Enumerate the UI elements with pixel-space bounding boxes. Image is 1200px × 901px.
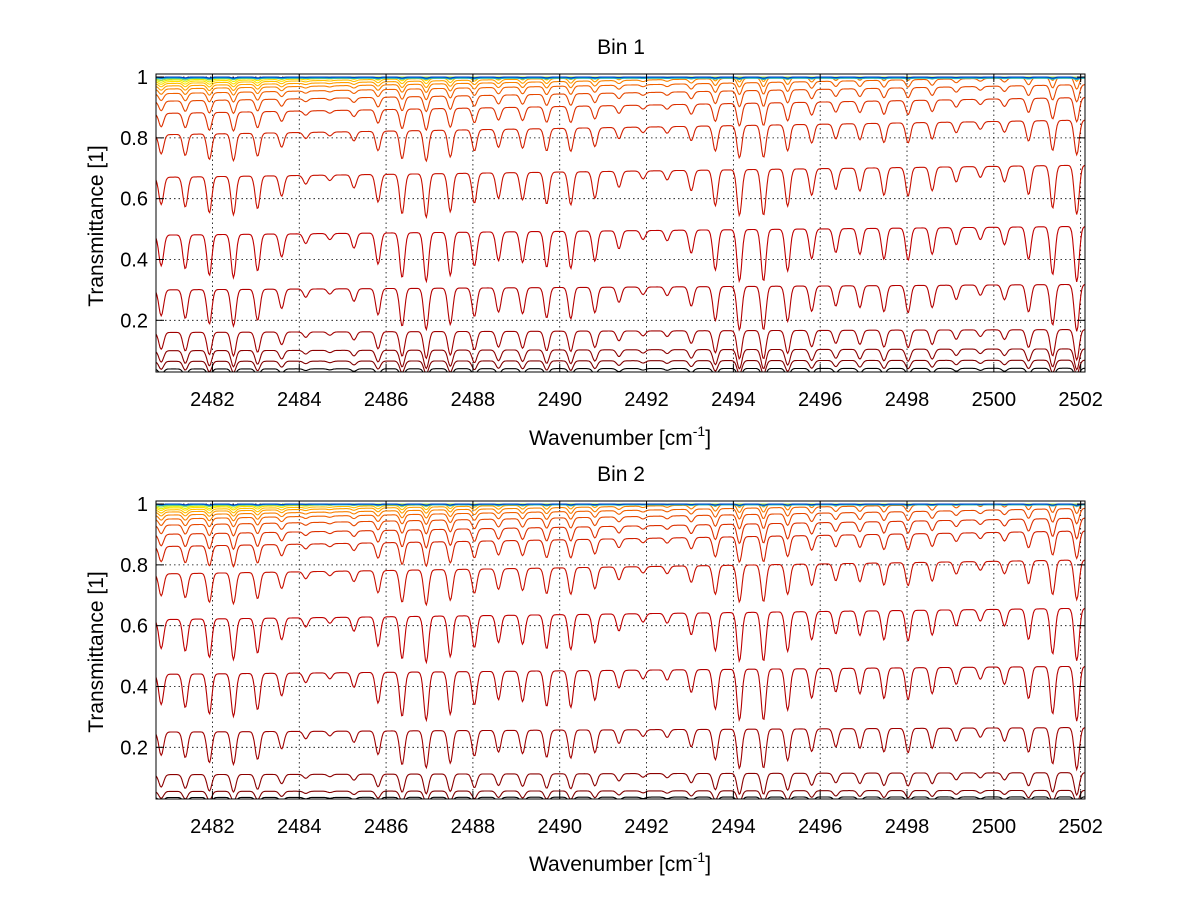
axes-frame [155, 500, 1086, 800]
axes-frame [155, 73, 1086, 373]
x-tick-label: 2496 [798, 389, 843, 411]
x-tick-label: 2496 [798, 816, 843, 838]
series-line-2 [156, 359, 1085, 372]
x-tick-label: 2492 [624, 389, 669, 411]
x-axis-label: Wavenumber [cm-1] [529, 423, 711, 450]
series-line-9 [156, 96, 1085, 133]
y-tick-label: 0.6 [120, 616, 148, 638]
x-tick-label: 2494 [711, 816, 756, 838]
series-line-8 [156, 530, 1085, 568]
x-tick-label: 2482 [190, 389, 235, 411]
series-line-10 [156, 84, 1085, 115]
series-line-19 [156, 77, 1085, 80]
y-tick-label: 1 [137, 67, 148, 89]
x-tick-label: 2488 [451, 389, 496, 411]
y-tick-label: 0.6 [120, 189, 148, 211]
series-line-18 [156, 77, 1085, 81]
y-tick-label: 0.4 [120, 676, 148, 698]
plot-area: 2482 2484 2486 2488 2490 2492 2494 2496 2498 2500… [120, 67, 1103, 411]
x-tick-label: 2502 [1058, 389, 1103, 411]
y-tick-label: 0.2 [120, 310, 148, 332]
x-tick-label: 2486 [364, 389, 409, 411]
series-line-2 [156, 789, 1085, 799]
x-tick-label: 2492 [624, 816, 669, 838]
plot-area: 2482 2484 2486 2488 2490 2492 2494 2496 2498 2500… [120, 494, 1103, 838]
series-line-10 [156, 507, 1085, 537]
series-line-4 [156, 727, 1085, 772]
x-tick-label: 2502 [1058, 816, 1103, 838]
series-group [156, 76, 1085, 372]
x-tick-label: 2498 [885, 816, 930, 838]
series-line-5 [156, 283, 1085, 332]
x-tick-label: 2486 [364, 816, 409, 838]
y-tick-label: 0.8 [120, 128, 148, 150]
series-line-20 [156, 76, 1085, 79]
y-tick-label: 0.2 [120, 737, 148, 759]
x-tick-label: 2500 [972, 389, 1017, 411]
series-line-18 [156, 504, 1085, 507]
subplot-bin-2: Bin 2 2482 2484 2486 2488 2490 2492 2494 2496 24… [85, 463, 1103, 876]
series-line-7 [156, 164, 1085, 220]
series-line-11 [156, 503, 1085, 528]
series-line-11 [156, 76, 1085, 103]
y-axis-label: Transmittance [1] [85, 571, 108, 732]
x-tick-label: 2494 [711, 389, 756, 411]
series-line-5 [156, 665, 1085, 723]
series-line-1 [156, 796, 1085, 799]
x-tick-label: 2500 [972, 816, 1017, 838]
series-line-20 [156, 503, 1085, 506]
series-line-7 [156, 559, 1085, 607]
series-line-9 [156, 517, 1085, 551]
x-tick-label: 2490 [537, 816, 582, 838]
subplot-bin-1: Bin 1 2482 2484 2486 2488 2490 2492 2494 2496 24… [85, 36, 1103, 450]
x-tick-label: 2484 [277, 389, 322, 411]
plot-background [156, 74, 1085, 372]
subplot-title: Bin 2 [597, 463, 645, 486]
x-tick-label: 2498 [885, 389, 930, 411]
plot-background [156, 501, 1085, 799]
series-line-4 [156, 329, 1085, 362]
series-line-8 [156, 119, 1085, 163]
x-tick-label: 2490 [537, 389, 582, 411]
x-tick-label: 2482 [190, 816, 235, 838]
series-line-6 [156, 607, 1085, 665]
x-tick-label: 2488 [451, 816, 496, 838]
series-group [156, 503, 1085, 799]
x-axis-label: Wavenumber [cm-1] [529, 849, 711, 876]
series-line-6 [156, 226, 1085, 284]
y-axis-label: Transmittance [1] [85, 145, 108, 306]
y-tick-label: 0.4 [120, 249, 148, 271]
series-line-3 [156, 772, 1085, 797]
series-line-3 [156, 348, 1085, 371]
y-tick-label: 0.8 [120, 555, 148, 577]
x-tick-label: 2484 [277, 816, 322, 838]
subplot-title: Bin 1 [597, 36, 645, 59]
y-tick-label: 1 [137, 494, 148, 516]
